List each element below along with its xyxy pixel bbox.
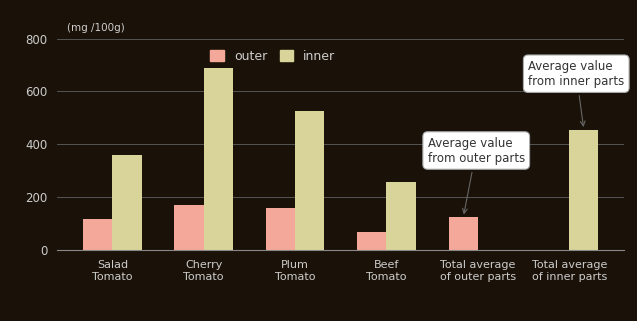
Bar: [175, 205, 204, 250]
Bar: [83, 219, 112, 250]
Text: (mg /100g): (mg /100g): [67, 23, 124, 33]
Bar: [204, 68, 233, 250]
Bar: [387, 182, 416, 250]
Bar: [295, 111, 324, 250]
Bar: [266, 208, 295, 250]
Legend: outer, inner: outer, inner: [205, 45, 340, 68]
Bar: [112, 155, 141, 250]
Text: Average value
from outer parts: Average value from outer parts: [427, 136, 525, 213]
Text: Average value
from inner parts: Average value from inner parts: [528, 60, 624, 126]
Bar: [448, 217, 478, 250]
Bar: [357, 232, 387, 250]
Bar: [569, 130, 599, 250]
